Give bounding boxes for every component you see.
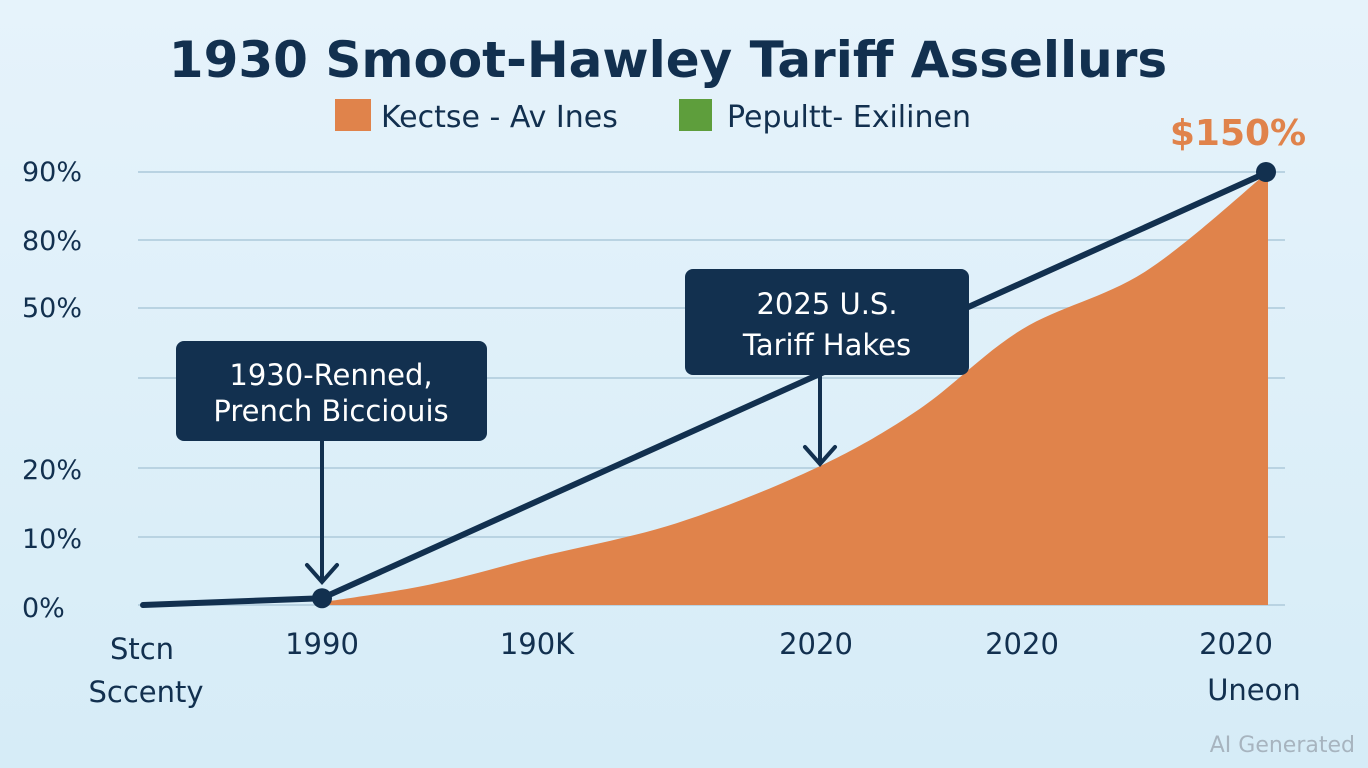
data-point [1256, 162, 1276, 182]
callout-text-line2: Prench Bicciouis [213, 394, 448, 428]
x-tick-label: 2020 [1199, 627, 1273, 661]
x-tick-label: 190K [500, 627, 575, 661]
y-tick-label: 80% [22, 226, 82, 257]
x-tick-label: 2020 [779, 627, 853, 661]
watermark: AI Generated [1210, 733, 1355, 758]
callout-box [685, 269, 969, 375]
callout-text-line2: Tariff Hakes [742, 328, 911, 362]
legend-label-orange: Kectse - Av Ines [381, 100, 618, 135]
y-tick-label: 0% [22, 593, 65, 624]
legend-label-green: Pepultt- Exilinen [727, 100, 971, 135]
callout-1: 1930-Renned, Prench Bicciouis [176, 341, 487, 586]
y-tick-label: 50% [22, 293, 82, 324]
y-tick-label: 20% [22, 455, 82, 486]
legend-swatch-orange [335, 99, 371, 131]
y-tick-label: 90% [22, 157, 82, 188]
x-tick-label: Sccenty [88, 675, 203, 709]
x-tick-label: Uneon [1207, 673, 1301, 707]
peak-value-label: $150% [1170, 113, 1306, 154]
callout-text-line1: 2025 U.S. [756, 287, 897, 321]
legend-swatch-green [679, 99, 712, 131]
x-tick-label: 2020 [985, 627, 1059, 661]
callout-box [176, 341, 487, 441]
arrow-head-icon [305, 563, 339, 586]
y-tick-label: 10% [22, 524, 82, 555]
x-tick-label: 1990 [285, 627, 359, 661]
data-point [312, 588, 332, 609]
arrow-head-icon [803, 445, 837, 468]
x-axis-ticks: Stcn Sccenty 1990 190K 2020 2020 2020 Un… [88, 627, 1300, 709]
area-series [322, 172, 1268, 605]
legend: Kectse - Av Ines Pepultt- Exilinen [335, 99, 971, 135]
callout-text-line1: 1930-Renned, [229, 358, 432, 392]
x-tick-label: Stcn [110, 632, 174, 666]
callout-2: 2025 U.S. Tariff Hakes [685, 269, 969, 468]
chart-title: 1930 Smoot-Hawley Tariff Assellurs [169, 31, 1167, 89]
y-axis-ticks: 90% 80% 50% 20% 10% 0% [22, 157, 82, 624]
